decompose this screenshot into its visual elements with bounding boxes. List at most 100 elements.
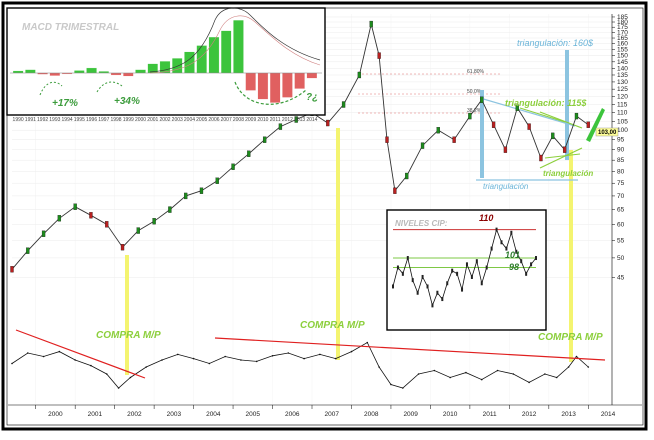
price-candle xyxy=(503,146,508,153)
macd-x-tick-label: 1991 xyxy=(25,117,36,123)
macd-label-question: ?¿ xyxy=(306,92,318,103)
x-tick-label: 2003 xyxy=(167,411,182,418)
last-price-value: 103,00 xyxy=(598,130,617,136)
macd-bar xyxy=(135,69,146,74)
oscillator-point xyxy=(512,373,515,375)
macd-bar xyxy=(220,30,232,74)
price-candle xyxy=(468,112,472,120)
oscillator-point xyxy=(528,381,530,384)
macd-bar xyxy=(86,67,97,74)
oscillator-series xyxy=(11,341,590,389)
price-candle xyxy=(377,52,381,59)
macd-bar xyxy=(110,72,122,76)
green-up-arrow xyxy=(586,108,605,142)
price-candle xyxy=(168,206,172,213)
price-candle xyxy=(586,121,590,128)
oscillator-point xyxy=(334,357,337,360)
fib-50-label: 50,0% xyxy=(467,89,482,95)
niveles-candle xyxy=(461,287,464,292)
price-candle xyxy=(105,221,109,228)
niveles-candle xyxy=(475,259,478,264)
price-candle xyxy=(527,123,531,130)
niveles-candle xyxy=(441,297,444,302)
y-tick-label: 45 xyxy=(617,274,625,281)
price-candle xyxy=(393,187,397,194)
x-tick-label: 2013 xyxy=(561,411,576,418)
macd-x-tick-label: 1999 xyxy=(123,117,134,123)
price-candle xyxy=(247,150,251,157)
niveles-level-101: 101 xyxy=(505,250,520,260)
niveles-title: NIVELES CIP: xyxy=(395,219,448,228)
macd-x-tick-label: 1990 xyxy=(13,117,24,123)
macd-bar xyxy=(233,19,244,74)
niveles-candle xyxy=(485,265,488,270)
price-candle xyxy=(385,136,389,143)
x-tick-label: 2014 xyxy=(601,411,616,418)
macd-x-ticks: 1990 1991 1992 1993 1994 1995 1996 1997 1998 1999… xyxy=(13,117,318,123)
niveles-series xyxy=(392,227,537,308)
price-candle xyxy=(262,136,267,143)
oscillator-point xyxy=(417,373,420,375)
x-tick-label: 2001 xyxy=(88,411,103,418)
price-candle xyxy=(480,96,484,103)
macd-x-tick-label: 2003 xyxy=(172,117,183,123)
oscillator-point xyxy=(90,364,92,367)
y-tick-label: 100 xyxy=(617,127,628,134)
macd-bar xyxy=(123,72,134,77)
niveles-grid xyxy=(393,229,536,268)
macd-x-tick-label: 2006 xyxy=(208,117,219,123)
oscillator-point xyxy=(449,376,451,379)
macd-x-tick-label: 1994 xyxy=(62,117,73,123)
price-candle xyxy=(326,119,330,127)
niveles-candle xyxy=(535,256,537,261)
y-tick-label: 140 xyxy=(617,65,628,72)
oscillator-point xyxy=(42,355,45,358)
y-tick-label: 85 xyxy=(617,157,625,164)
niveles-candle xyxy=(396,265,399,270)
niveles-candle xyxy=(490,246,493,251)
y-tick-label: 145 xyxy=(617,59,628,66)
oscillator-point xyxy=(271,355,274,357)
price-candle xyxy=(452,136,456,143)
niveles-candle xyxy=(525,271,528,276)
oscillator-point xyxy=(176,353,179,356)
y-tick-label: 170 xyxy=(617,30,628,37)
macd-x-tick-label: 1998 xyxy=(110,117,121,123)
macd-bar xyxy=(306,72,318,79)
niveles-level-98: 98 xyxy=(509,262,519,272)
oscillator-point xyxy=(117,387,120,389)
y-tick-label: 75 xyxy=(617,180,625,187)
y-tick-label: 65 xyxy=(617,207,625,214)
triangulation-lower-label: triangulación xyxy=(543,169,593,178)
buy-marker-2002 xyxy=(125,255,129,375)
niveles-candle xyxy=(500,240,503,245)
oscillator-point xyxy=(58,350,61,353)
niveles-candle xyxy=(416,290,419,295)
oscillator-point xyxy=(575,355,578,358)
macd-title: MACD TRIMESTRAL xyxy=(22,22,119,33)
y-tick-label: 50 xyxy=(617,255,625,262)
macd-inset: 1990 1991 1992 1993 1994 1995 1996 1997 1998 1999… xyxy=(6,7,326,123)
oscillator-point xyxy=(401,387,404,389)
macd-label-17: +17% xyxy=(52,98,78,109)
oscillator-point xyxy=(496,369,499,372)
x-tick-label: 2008 xyxy=(364,411,379,418)
oscillator-point xyxy=(145,366,148,368)
buy-marker-2013 xyxy=(569,150,573,362)
price-candle xyxy=(57,215,62,222)
price-candle xyxy=(491,121,496,128)
y-tick-label: 120 xyxy=(617,94,628,101)
niveles-candle xyxy=(401,271,404,276)
macd-label-34: +34% xyxy=(114,96,140,107)
macd-bar xyxy=(98,71,110,74)
niveles-candle xyxy=(520,259,523,264)
niveles-candle xyxy=(431,303,434,308)
triangulation-115-label: triangulación: 115$ xyxy=(505,98,587,108)
price-candle xyxy=(89,212,93,219)
y-tick-label: 95 xyxy=(617,137,625,144)
price-candle xyxy=(405,172,409,180)
niveles-candle xyxy=(510,230,513,235)
oscillator-point xyxy=(161,359,163,361)
